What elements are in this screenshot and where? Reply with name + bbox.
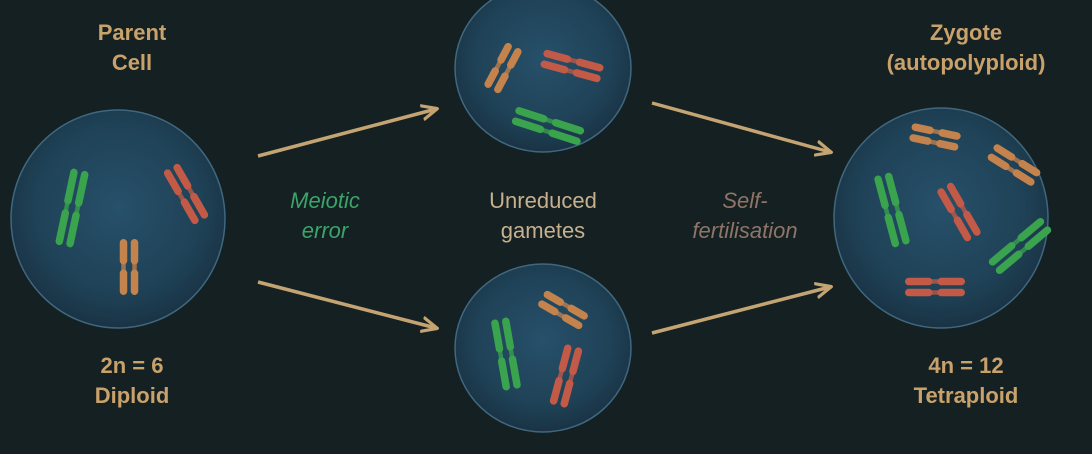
chromosome-pair-green — [511, 107, 585, 145]
chromosome-pair-green — [491, 317, 521, 391]
self-fertilisation-label: Self- fertilisation — [670, 186, 820, 246]
chromosome-pair-red — [549, 344, 583, 408]
parent-cell — [10, 109, 226, 329]
arrow-parent-to-top-gamete — [257, 109, 436, 158]
chromosome-pair-green — [874, 172, 910, 248]
parent-ploidy-count: 2n = 6 — [100, 353, 164, 378]
chromosome-pair-orange — [909, 123, 961, 151]
parent-cell-label-line2: Cell — [111, 50, 153, 75]
zygote-label-line1: Zygote — [929, 20, 1003, 45]
cells-layer — [10, 0, 1049, 433]
gamete-cell-bottom — [454, 263, 632, 433]
zygote-label: Zygote (autopolyploid) — [866, 18, 1066, 78]
meiotic-error-line1: Meiotic — [290, 188, 360, 213]
parent-ploidy-name: Diploid — [94, 383, 170, 408]
self-fertilisation-line1: Self- — [722, 188, 768, 213]
chromosome-pair-red — [937, 182, 981, 242]
chromosome-layer — [55, 42, 1052, 408]
parent-cell-label-line1: Parent — [97, 20, 167, 45]
meiotic-error-line2: error — [301, 218, 349, 243]
chromosome-pair-red — [905, 277, 965, 297]
zygote-ploidy-label: 4n = 12 Tetraploid — [886, 351, 1046, 411]
chromosome-pair-red — [540, 49, 604, 83]
self-fertilisation-line2: fertilisation — [692, 218, 798, 243]
unreduced-gametes-line1: Unreduced — [489, 188, 597, 213]
chromosome-pair-orange — [119, 239, 139, 295]
zygote-label-line2: (autopolyploid) — [886, 50, 1046, 75]
unreduced-gametes-line2: gametes — [500, 218, 586, 243]
meiotic-error-label: Meiotic error — [265, 186, 385, 246]
zygote-ploidy-name: Tetraploid — [913, 383, 1019, 408]
arrow-bottom-gamete-to-zygote — [651, 287, 830, 335]
unreduced-gametes-label: Unreduced gametes — [468, 186, 618, 246]
arrows — [257, 101, 830, 335]
chromosome-pair-orange — [484, 42, 522, 94]
chromosome-pair-green — [988, 217, 1052, 275]
chromosome-pair-red — [163, 163, 209, 225]
arrow-parent-to-bottom-gamete — [257, 280, 436, 328]
zygote-ploidy-count: 4n = 12 — [928, 353, 1004, 378]
parent-cell-label: Parent Cell — [72, 18, 192, 78]
parent-ploidy-label: 2n = 6 Diploid — [62, 351, 202, 411]
arrow-top-gamete-to-zygote — [651, 101, 830, 152]
chromosome-pair-orange — [987, 144, 1041, 186]
chromosome-pair-green — [55, 168, 89, 248]
gamete-cell-top — [454, 0, 632, 153]
chromosome-pair-orange — [538, 290, 588, 330]
